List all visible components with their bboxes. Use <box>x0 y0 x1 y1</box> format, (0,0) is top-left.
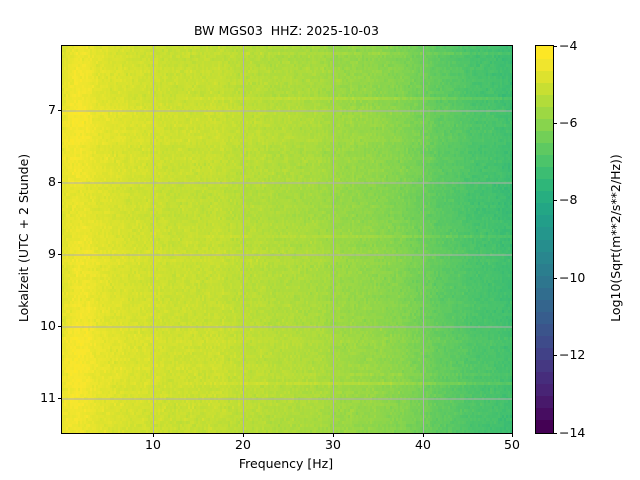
colorbar-label: Log10(Sqrt(m**2/s**2/Hz)) <box>608 154 623 322</box>
colorbar-tick-mark--8 <box>553 200 557 202</box>
spectrogram-image <box>62 46 512 433</box>
xtick-label-50: 50 <box>504 437 520 452</box>
colorbar-tick-label--4: −4 <box>559 37 578 53</box>
xtick-label-20: 20 <box>235 437 251 452</box>
ytick-label-8: 8 <box>48 174 56 189</box>
xtick-label-40: 40 <box>415 437 431 452</box>
colorbar-tick-mark--10 <box>553 277 557 279</box>
spectrogram-axes[interactable] <box>61 45 513 434</box>
xtick-label-10: 10 <box>145 437 161 452</box>
y-axis-label: Lokalzeit (UTC + 2 Stunde) <box>16 153 31 323</box>
xtick-mark-20 <box>242 433 244 437</box>
xtick-label-30: 30 <box>325 437 341 452</box>
ytick-label-9: 9 <box>48 246 56 261</box>
page-title: BW MGS03 HHZ: 2025-10-03 <box>194 23 379 38</box>
colorbar-tick-mark--14 <box>553 432 557 434</box>
colorbar-tick-mark--6 <box>553 122 557 124</box>
colorbar-tick-label--12: −12 <box>559 347 586 363</box>
colorbar[interactable] <box>535 45 554 434</box>
colorbar-tick-label--14: −14 <box>559 424 586 440</box>
xtick-mark-30 <box>332 433 334 437</box>
colorbar-tick-label--8: −8 <box>559 192 578 208</box>
colorbar-tick-label--10: −10 <box>559 269 586 285</box>
colorbar-tick-label--6: −6 <box>559 114 578 130</box>
ytick-mark-8 <box>57 182 61 183</box>
xtick-mark-40 <box>422 433 424 437</box>
colorbar-tick-mark--12 <box>553 355 557 357</box>
ytick-mark-9 <box>57 254 61 255</box>
x-axis-label: Frequency [Hz] <box>238 456 334 471</box>
colorbar-tick-mark--4 <box>553 45 557 47</box>
xtick-mark-50 <box>511 433 513 437</box>
colorbar-gradient <box>536 46 553 433</box>
ytick-mark-7 <box>57 110 61 111</box>
ytick-mark-10 <box>57 326 61 327</box>
ytick-label-7: 7 <box>48 102 56 117</box>
xtick-mark-10 <box>152 433 154 437</box>
ytick-label-10: 10 <box>40 318 56 333</box>
ytick-mark-11 <box>57 398 61 399</box>
ytick-label-11: 11 <box>40 390 56 405</box>
